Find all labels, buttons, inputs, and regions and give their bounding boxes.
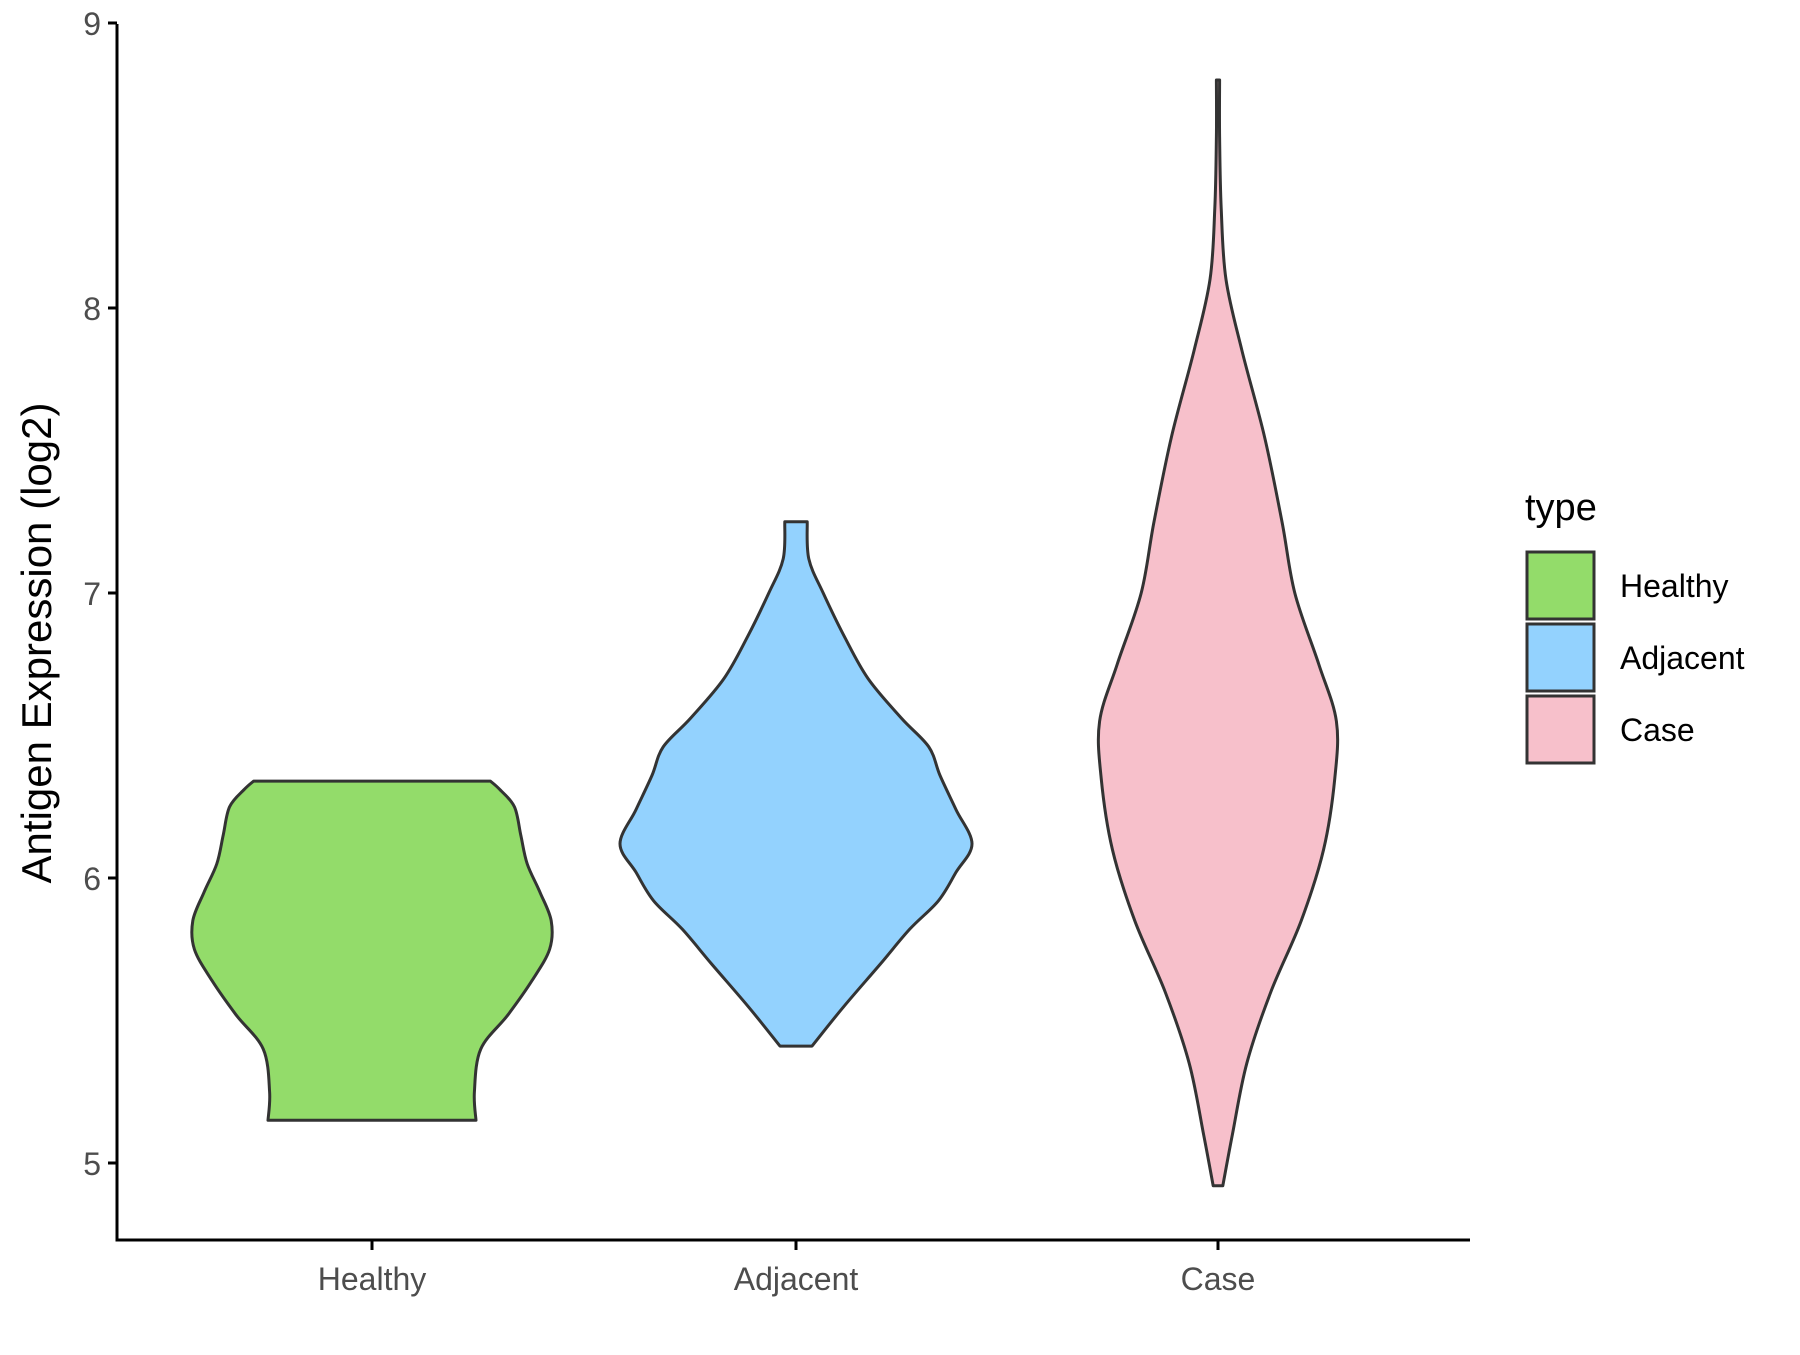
legend-label-adjacent: Adjacent: [1620, 640, 1745, 676]
x-tick-label: Case: [1181, 1261, 1256, 1297]
legend-label-case: Case: [1620, 712, 1695, 748]
y-tick-label: 5: [83, 1146, 101, 1182]
legend-swatch-healthy: [1525, 550, 1596, 621]
legend-label-healthy: Healthy: [1620, 568, 1729, 604]
legend-title: type: [1525, 487, 1597, 529]
y-axis-label: Antigen Expression (log2): [13, 403, 60, 884]
y-tick-label: 6: [83, 861, 101, 897]
x-tick-label: Adjacent: [734, 1261, 859, 1297]
violin-layer: [190, 78, 1340, 1188]
y-tick-label: 7: [83, 576, 101, 612]
legend: type Healthy Adjacent Case: [1525, 487, 1745, 765]
x-axis-ticks: Healthy Adjacent Case: [318, 1240, 1256, 1297]
y-tick-label: 9: [83, 6, 101, 42]
violin-adjacent: [618, 520, 974, 1048]
legend-swatch-case: [1525, 694, 1596, 765]
legend-swatch-adjacent: [1525, 622, 1596, 693]
violin-case: [1096, 78, 1340, 1188]
violin-healthy: [190, 779, 554, 1122]
y-axis-ticks: 5 6 7 8 9: [83, 6, 117, 1182]
x-tick-label: Healthy: [318, 1261, 427, 1297]
y-tick-label: 8: [83, 291, 101, 327]
legend-items: Healthy Adjacent Case: [1525, 550, 1745, 765]
